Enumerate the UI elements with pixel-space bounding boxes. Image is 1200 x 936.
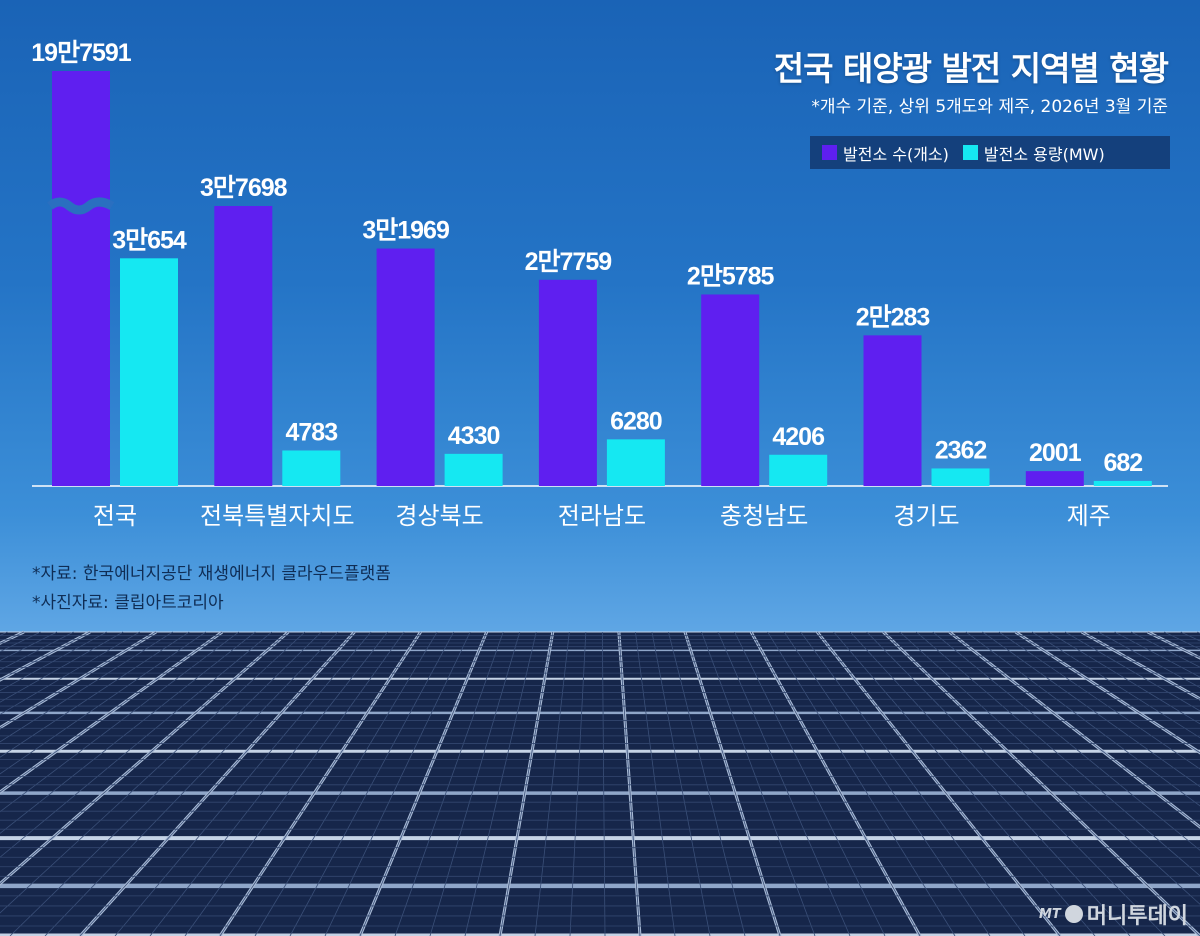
- bar-capacity: [1093, 480, 1152, 486]
- panel-grid: [0, 630, 1200, 936]
- category-label: 경상북도: [395, 503, 483, 530]
- bar-count: [863, 335, 922, 486]
- source-line: *자료: 한국에너지공단 재생에너지 클라우드플랫폼: [32, 564, 391, 584]
- bar-count: [214, 206, 273, 486]
- data-label: 19만7591: [31, 39, 132, 67]
- publisher-logo: MT 머니투데이: [1039, 898, 1188, 930]
- category-label: 전국: [93, 503, 137, 530]
- bar-count: [376, 248, 435, 486]
- axis-break-mark: [47, 197, 115, 215]
- data-label: 2362: [935, 436, 987, 464]
- bar-count: [52, 71, 110, 486]
- legend-swatch-capacity: [962, 145, 978, 160]
- bar-capacity: [931, 468, 990, 486]
- category-label: 전북특별자치도: [200, 503, 355, 530]
- logo-circle-icon: [1064, 905, 1083, 923]
- bar-count: [1025, 471, 1084, 486]
- sources: *자료: 한국에너지공단 재생에너지 클라우드플랫폼 *사진자료: 클립아트코리…: [32, 560, 391, 618]
- data-label: 2만5785: [687, 262, 775, 290]
- data-label: 682: [1103, 449, 1142, 477]
- data-label: 3만654: [112, 226, 187, 254]
- bar-capacity: [282, 450, 341, 486]
- data-label: 3만7698: [200, 174, 288, 202]
- bar-chart: 19만7591 3만654 전국 3만7698 4783 전북특별자치도 3만1969 433…: [31, 39, 1152, 530]
- data-label: 2만7759: [525, 248, 612, 276]
- chart-title: 전국 태양광 발전 지역별 현황: [773, 49, 1169, 88]
- legend-label-capacity: 발전소 용량(MW): [983, 144, 1105, 164]
- bar-capacity: [444, 453, 503, 486]
- data-label: 3만1969: [362, 217, 449, 245]
- category-label: 전라남도: [558, 503, 646, 530]
- bar-capacity: [606, 439, 665, 486]
- legend-swatch-count: [822, 145, 837, 160]
- category-label: 충청남도: [720, 503, 808, 530]
- data-label: 2001: [1029, 439, 1082, 467]
- data-label: 6280: [610, 407, 662, 435]
- data-label: 4330: [448, 422, 500, 450]
- bar-capacity: [769, 454, 828, 486]
- bar-count: [538, 279, 597, 486]
- data-label: 4206: [772, 423, 824, 451]
- data-label: 2만283: [856, 303, 930, 331]
- logo-name: 머니투데이: [1086, 904, 1188, 929]
- panel-field: [0, 632, 1200, 936]
- data-label: 4783: [285, 418, 337, 446]
- photo-credit-line: *사진자료: 클립아트코리아: [32, 593, 224, 613]
- chart-subtitle: *개수 기준, 상위 5개도와 제주, 2026년 3월 기준: [811, 97, 1168, 117]
- logo-mt: MT: [1038, 906, 1061, 922]
- bar-capacity: [120, 258, 178, 486]
- category-label: 경기도: [893, 503, 959, 530]
- bar-count: [701, 294, 760, 486]
- legend-label-count: 발전소 수(개소): [843, 144, 949, 164]
- legend: 발전소 수(개소) 발전소 용량(MW): [810, 136, 1170, 169]
- category-label: 제주: [1067, 503, 1111, 530]
